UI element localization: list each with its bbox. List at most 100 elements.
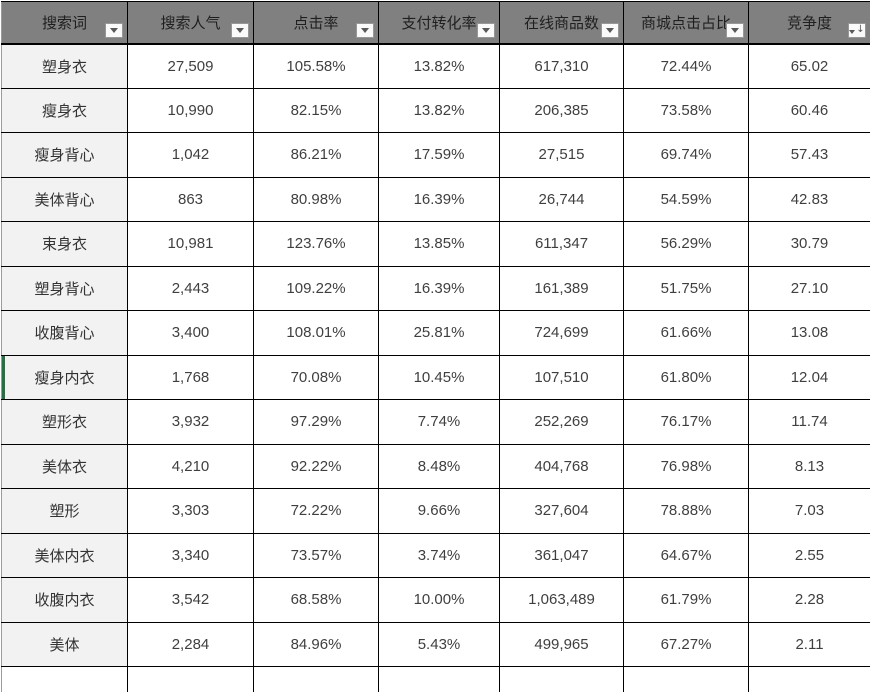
cell-search-popularity[interactable]: 10,981 (127, 221, 254, 267)
cell-keyword[interactable]: 束身衣 (1, 221, 128, 267)
filter-dropdown-icon[interactable] (356, 22, 374, 38)
cell-search-popularity[interactable]: 3,542 (127, 577, 254, 623)
cell-payment-conversion-rate[interactable]: 10.45% (378, 354, 500, 400)
cell-click-rate[interactable]: 123.76% (253, 221, 379, 267)
cell-online-product-count[interactable]: 107,510 (499, 354, 624, 400)
cell-mall-click-share[interactable]: 56.29% (623, 221, 749, 267)
empty-cell[interactable] (378, 666, 500, 692)
empty-cell[interactable] (748, 666, 870, 692)
cell-search-popularity[interactable]: 1,768 (127, 354, 254, 400)
cell-online-product-count[interactable]: 499,965 (499, 621, 624, 667)
filter-dropdown-sorted-desc-icon[interactable]: ↓ (848, 22, 866, 38)
cell-search-popularity[interactable]: 1,042 (127, 132, 254, 178)
cell-mall-click-share[interactable]: 72.44% (623, 43, 749, 89)
cell-payment-conversion-rate[interactable]: 17.59% (378, 132, 500, 178)
cell-online-product-count[interactable]: 252,269 (499, 399, 624, 445)
filter-dropdown-icon[interactable] (601, 22, 619, 38)
cell-keyword[interactable]: 收腹背心 (1, 310, 128, 356)
cell-click-rate[interactable]: 72.22% (253, 488, 379, 534)
cell-keyword[interactable]: 瘦身背心 (1, 132, 128, 178)
cell-search-popularity[interactable]: 27,509 (127, 43, 254, 89)
cell-competition[interactable]: 7.03 (748, 488, 870, 534)
cell-online-product-count[interactable]: 27,515 (499, 132, 624, 178)
cell-mall-click-share[interactable]: 61.79% (623, 577, 749, 623)
cell-competition[interactable]: 60.46 (748, 87, 870, 133)
cell-keyword[interactable]: 塑身衣 (1, 43, 128, 89)
cell-online-product-count[interactable]: 1,063,489 (499, 577, 624, 623)
cell-online-product-count[interactable]: 161,389 (499, 265, 624, 311)
cell-click-rate[interactable]: 108.01% (253, 310, 379, 356)
cell-search-popularity[interactable]: 3,400 (127, 310, 254, 356)
cell-mall-click-share[interactable]: 69.74% (623, 132, 749, 178)
cell-keyword[interactable]: 美体 (1, 621, 128, 667)
empty-cell[interactable] (253, 666, 379, 692)
cell-click-rate[interactable]: 86.21% (253, 132, 379, 178)
cell-click-rate[interactable]: 73.57% (253, 532, 379, 578)
cell-payment-conversion-rate[interactable]: 3.74% (378, 532, 500, 578)
cell-competition[interactable]: 27.10 (748, 265, 870, 311)
cell-keyword[interactable]: 塑形衣 (1, 399, 128, 445)
cell-search-popularity[interactable]: 2,284 (127, 621, 254, 667)
cell-mall-click-share[interactable]: 67.27% (623, 621, 749, 667)
empty-cell[interactable] (1, 666, 128, 692)
cell-payment-conversion-rate[interactable]: 16.39% (378, 176, 500, 222)
cell-payment-conversion-rate[interactable]: 7.74% (378, 399, 500, 445)
cell-online-product-count[interactable]: 206,385 (499, 87, 624, 133)
cell-payment-conversion-rate[interactable]: 13.85% (378, 221, 500, 267)
cell-competition[interactable]: 2.28 (748, 577, 870, 623)
cell-keyword[interactable]: 塑身背心 (1, 265, 128, 311)
cell-competition[interactable]: 30.79 (748, 221, 870, 267)
cell-search-popularity[interactable]: 4,210 (127, 443, 254, 489)
cell-click-rate[interactable]: 97.29% (253, 399, 379, 445)
cell-search-popularity[interactable]: 10,990 (127, 87, 254, 133)
cell-mall-click-share[interactable]: 54.59% (623, 176, 749, 222)
cell-online-product-count[interactable]: 26,744 (499, 176, 624, 222)
cell-competition[interactable]: 42.83 (748, 176, 870, 222)
cell-search-popularity[interactable]: 3,303 (127, 488, 254, 534)
cell-online-product-count[interactable]: 724,699 (499, 310, 624, 356)
cell-mall-click-share[interactable]: 73.58% (623, 87, 749, 133)
cell-mall-click-share[interactable]: 61.66% (623, 310, 749, 356)
cell-online-product-count[interactable]: 404,768 (499, 443, 624, 489)
cell-search-popularity[interactable]: 3,340 (127, 532, 254, 578)
filter-dropdown-icon[interactable] (726, 22, 744, 38)
cell-mall-click-share[interactable]: 51.75% (623, 265, 749, 311)
cell-search-popularity[interactable]: 3,932 (127, 399, 254, 445)
cell-mall-click-share[interactable]: 78.88% (623, 488, 749, 534)
cell-mall-click-share[interactable]: 76.17% (623, 399, 749, 445)
empty-cell[interactable] (623, 666, 749, 692)
cell-online-product-count[interactable]: 361,047 (499, 532, 624, 578)
cell-competition[interactable]: 11.74 (748, 399, 870, 445)
cell-keyword[interactable]: 瘦身衣 (1, 87, 128, 133)
cell-keyword[interactable]: 美体内衣 (1, 532, 128, 578)
cell-keyword[interactable]: 塑形 (1, 488, 128, 534)
empty-cell[interactable] (499, 666, 624, 692)
cell-payment-conversion-rate[interactable]: 16.39% (378, 265, 500, 311)
cell-competition[interactable]: 57.43 (748, 132, 870, 178)
cell-click-rate[interactable]: 92.22% (253, 443, 379, 489)
cell-mall-click-share[interactable]: 64.67% (623, 532, 749, 578)
cell-payment-conversion-rate[interactable]: 5.43% (378, 621, 500, 667)
cell-competition[interactable]: 12.04 (748, 354, 870, 400)
cell-payment-conversion-rate[interactable]: 13.82% (378, 87, 500, 133)
cell-competition[interactable]: 8.13 (748, 443, 870, 489)
cell-payment-conversion-rate[interactable]: 10.00% (378, 577, 500, 623)
cell-competition[interactable]: 65.02 (748, 43, 870, 89)
cell-online-product-count[interactable]: 617,310 (499, 43, 624, 89)
cell-competition[interactable]: 2.11 (748, 621, 870, 667)
cell-payment-conversion-rate[interactable]: 9.66% (378, 488, 500, 534)
cell-search-popularity[interactable]: 863 (127, 176, 254, 222)
cell-keyword[interactable]: 美体衣 (1, 443, 128, 489)
cell-payment-conversion-rate[interactable]: 13.82% (378, 43, 500, 89)
filter-dropdown-icon[interactable] (105, 22, 123, 38)
cell-keyword[interactable]: 瘦身内衣 (1, 354, 128, 400)
cell-competition[interactable]: 13.08 (748, 310, 870, 356)
cell-mall-click-share[interactable]: 76.98% (623, 443, 749, 489)
cell-click-rate[interactable]: 80.98% (253, 176, 379, 222)
cell-click-rate[interactable]: 82.15% (253, 87, 379, 133)
cell-payment-conversion-rate[interactable]: 8.48% (378, 443, 500, 489)
cell-click-rate[interactable]: 84.96% (253, 621, 379, 667)
cell-click-rate[interactable]: 68.58% (253, 577, 379, 623)
cell-click-rate[interactable]: 109.22% (253, 265, 379, 311)
cell-click-rate[interactable]: 70.08% (253, 354, 379, 400)
